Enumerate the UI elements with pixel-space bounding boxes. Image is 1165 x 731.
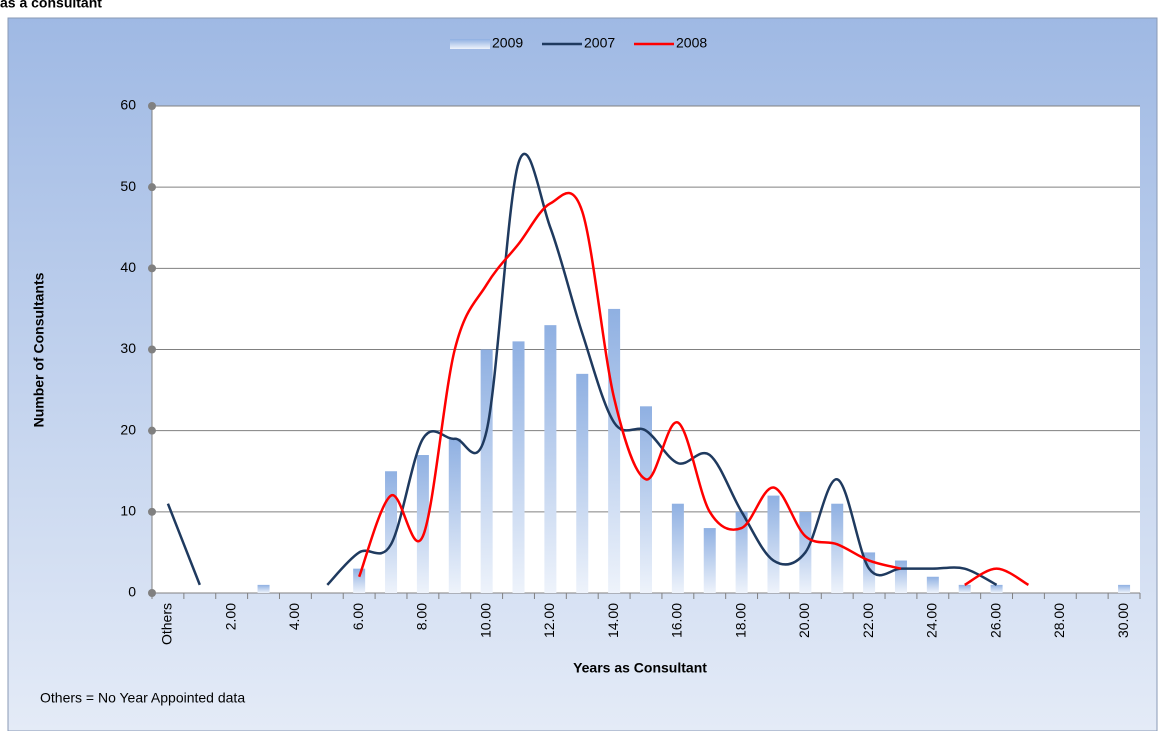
bar [257, 584, 270, 593]
y-tick-label: 60 [120, 97, 136, 113]
bar [926, 576, 939, 593]
x-tick-label: 10.00 [477, 603, 493, 638]
legend-label: 2009 [492, 35, 523, 51]
legend-label: 2007 [584, 35, 615, 51]
bar [640, 406, 652, 593]
y-tick-label: 20 [120, 421, 136, 437]
bar [671, 503, 684, 593]
line [357, 191, 902, 578]
x-tick-label: 8.00 [414, 603, 430, 630]
bar [608, 308, 621, 593]
bar [512, 341, 525, 593]
bar [544, 325, 557, 593]
x-axis-label: Years as Consultant [573, 660, 707, 676]
x-tick-label: 4.00 [286, 603, 302, 630]
bar [958, 584, 971, 593]
line [326, 152, 998, 586]
footnote: Others = No Year Appointed data [40, 690, 245, 706]
x-tick-label: 16.00 [669, 603, 685, 638]
x-tick-label: 14.00 [605, 603, 621, 638]
bar [416, 455, 429, 593]
bar [385, 471, 398, 593]
x-tick-label: 6.00 [350, 603, 366, 630]
x-tick-label: 12.00 [541, 603, 557, 638]
x-tick-label: 18.00 [732, 603, 748, 638]
bar [448, 438, 461, 593]
y-tick-label: 50 [120, 178, 136, 194]
x-tick-label: 26.00 [987, 603, 1003, 638]
bar [990, 584, 1003, 593]
bar [703, 528, 716, 593]
y-tick-label: 40 [120, 259, 136, 275]
legend-swatch [450, 39, 490, 49]
y-tick-label: 30 [120, 340, 136, 356]
legend: 2009 2007 2008 [450, 35, 707, 51]
x-tick-label: 20.00 [796, 603, 812, 638]
x-tick-label: Others [159, 603, 175, 645]
x-tick-label: 2.00 [222, 603, 238, 630]
bar [831, 503, 844, 593]
bar [735, 511, 748, 593]
bar [480, 349, 493, 593]
x-tick-label: 30.00 [1115, 603, 1131, 638]
bar [767, 495, 780, 593]
y-tick-label: 10 [120, 503, 136, 519]
bar [576, 373, 589, 593]
bar [353, 568, 366, 593]
legend-label: 2008 [676, 35, 707, 51]
x-tick-label: 22.00 [860, 603, 876, 638]
bar [1118, 584, 1131, 593]
bar [894, 560, 907, 593]
y-axis-label: Number of Consultants [31, 272, 47, 427]
y-tick-label: 0 [128, 584, 136, 600]
x-tick-label: 24.00 [924, 603, 940, 638]
line [166, 503, 201, 586]
line [964, 567, 1030, 586]
x-tick-label: 28.00 [1051, 603, 1067, 638]
chart-title: as a consultant [0, 0, 102, 11]
